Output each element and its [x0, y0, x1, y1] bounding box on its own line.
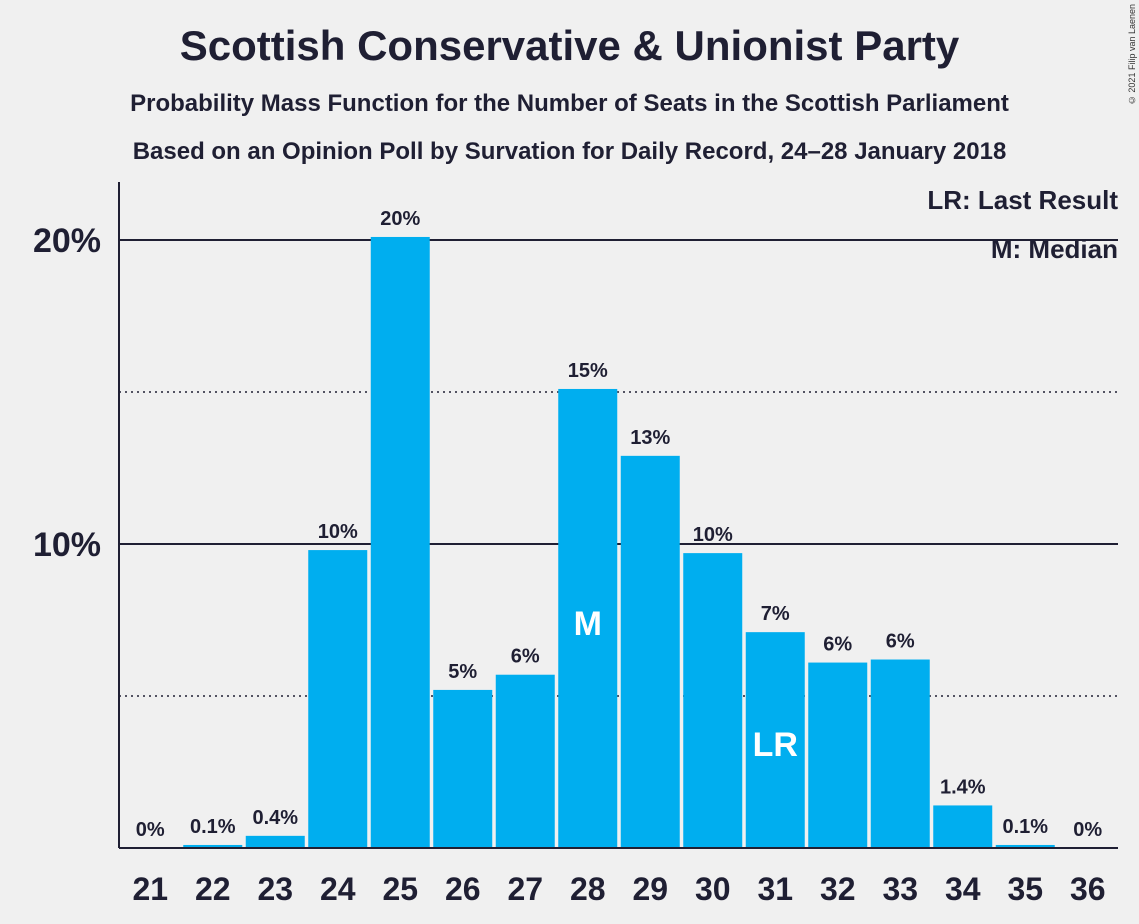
x-tick-21: 21	[132, 871, 168, 907]
x-tick-35: 35	[1007, 871, 1043, 907]
data-label-seat-31: 7%	[761, 603, 790, 625]
x-tick-32: 32	[820, 871, 856, 907]
data-label-seat-35: 0.1%	[1002, 816, 1048, 838]
last-result-marker: LR	[753, 726, 798, 764]
data-label-seat-26: 5%	[448, 661, 477, 683]
bar-seat-24	[308, 550, 368, 848]
bars	[183, 236, 1055, 848]
x-tick-23: 23	[257, 871, 293, 907]
x-tick-30: 30	[695, 871, 731, 907]
legend-median: M: Median	[991, 234, 1118, 264]
bar-seat-32	[808, 662, 868, 848]
bar-seat-30	[683, 553, 743, 848]
bar-seat-34	[933, 805, 993, 848]
x-tick-33: 33	[882, 871, 918, 907]
bar-seat-33	[870, 659, 930, 848]
data-label-seat-29: 13%	[630, 427, 670, 449]
bar-seat-25	[370, 236, 430, 848]
x-tick-22: 22	[195, 871, 231, 907]
x-tick-26: 26	[445, 871, 481, 907]
data-label-seat-33: 6%	[886, 631, 915, 653]
data-label-seat-27: 6%	[511, 646, 540, 668]
bar-seat-26	[433, 689, 493, 848]
data-label-seat-30: 10%	[693, 524, 733, 546]
x-tick-31: 31	[757, 871, 793, 907]
x-tick-25: 25	[382, 871, 418, 907]
data-label-seat-24: 10%	[318, 521, 358, 543]
bar-seat-22	[183, 844, 243, 848]
bar-seat-23	[245, 835, 305, 848]
data-label-seat-22: 0.1%	[190, 816, 236, 838]
legend-last-result: LR: Last Result	[927, 185, 1118, 215]
bar-seat-31	[745, 632, 805, 848]
data-label-seat-28: 15%	[568, 360, 608, 382]
gridlines	[119, 239, 1118, 697]
x-tick-28: 28	[570, 871, 606, 907]
markers: M LR	[574, 605, 798, 764]
bar-seat-29	[620, 455, 680, 848]
x-tick-27: 27	[507, 871, 543, 907]
bar-seat-27	[495, 674, 555, 848]
x-tick-29: 29	[632, 871, 668, 907]
bar-seat-28	[558, 388, 618, 848]
data-labels: 0% 0.1% 0.4% 10% 20% 5% 6% 15% 13% 10% 7% 6% 6% 1.4% 0…	[136, 208, 1103, 841]
x-tick-24: 24	[320, 871, 356, 907]
data-label-seat-32: 6%	[823, 634, 852, 656]
y-tick-20: 20%	[33, 222, 101, 260]
data-label-seat-23: 0.4%	[252, 807, 298, 829]
x-tick-34: 34	[945, 871, 981, 907]
median-marker: M	[574, 605, 602, 643]
axes: 21 22 23 24 25 26 27 28 29 30 31 32 33 34 35 36 10% 20%	[33, 182, 1118, 907]
chart-title: Scottish Conservative & Unionist Party	[179, 22, 960, 69]
chart-subtitle: Probability Mass Function for the Number…	[130, 90, 1009, 117]
bar-seat-35	[995, 844, 1055, 848]
chart-subtitle-source: Based on an Opinion Poll by Survation fo…	[132, 138, 1007, 165]
data-label-seat-21: 0%	[136, 819, 165, 841]
data-label-seat-25: 20%	[380, 208, 420, 230]
x-tick-36: 36	[1070, 871, 1106, 907]
data-label-seat-36: 0%	[1073, 819, 1102, 841]
y-tick-10: 10%	[33, 526, 101, 564]
data-label-seat-34: 1.4%	[940, 776, 986, 798]
